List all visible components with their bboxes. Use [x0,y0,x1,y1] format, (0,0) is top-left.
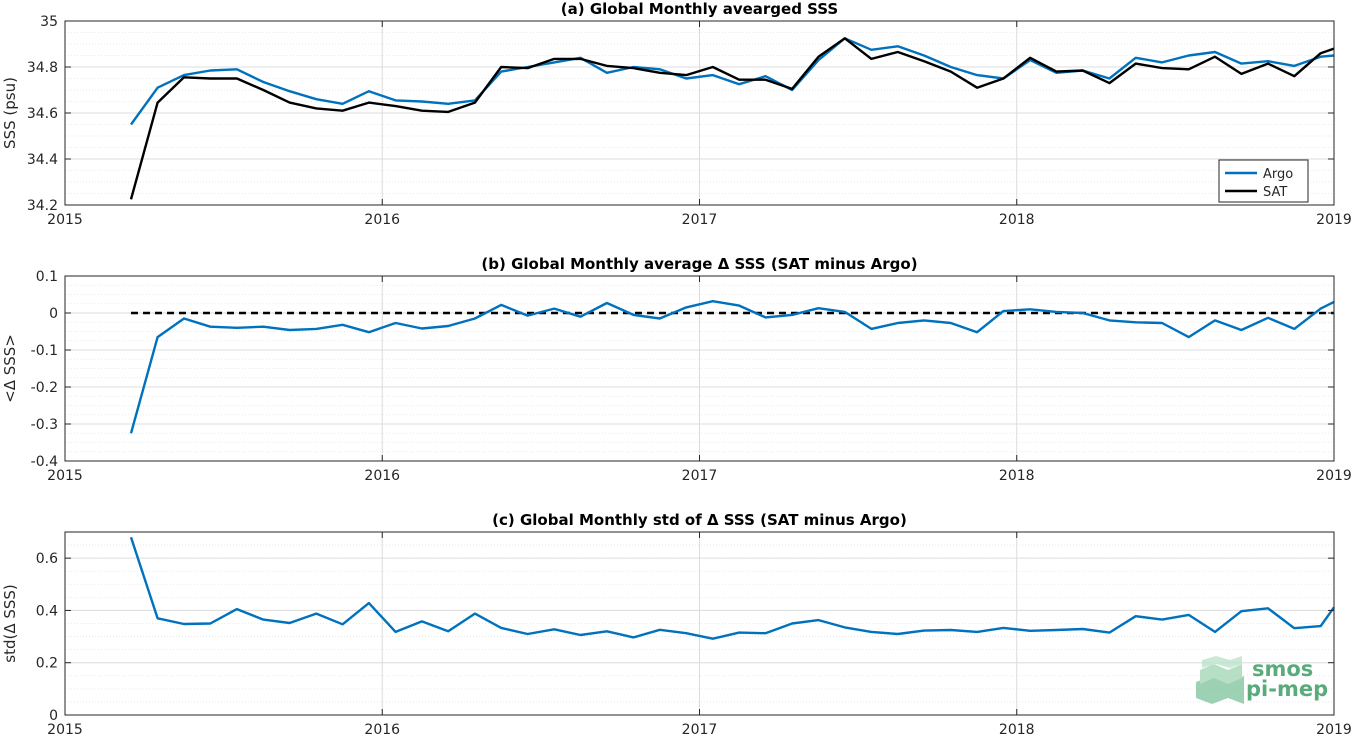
chart-title: (a) Global Monthly avearged SSS [561,0,838,18]
y-tick-label: -0.1 [31,343,58,359]
legend-box [1218,159,1309,203]
series-line-sat [129,37,1335,200]
y-tick-label: 35 [40,14,58,30]
chart-title: (c) Global Monthly std of Δ SSS (SAT min… [492,511,907,529]
x-tick-label: 2018 [999,468,1035,484]
y-tick-label: 0 [49,708,58,724]
y-tick-label: 34.8 [27,60,58,76]
x-tick-label: 2016 [364,722,400,737]
series-line-argo [130,37,1335,126]
y-tick-label: 0.2 [36,656,58,672]
logo-line1: smos [1252,657,1313,681]
series-line-delta-sss [129,300,1335,434]
panel-a: 34.2 34.4 34.6 34.8 35 2015 2016 2017 2018 2019 (a… [1,0,1352,228]
chart-title: (b) Global Monthly average Δ SSS (SAT mi… [481,255,917,273]
x-tick-label: 2018 [999,212,1035,228]
legend-label-argo: Argo [1263,167,1293,182]
y-tick-label: 0.6 [36,551,58,567]
y-tick-label: -0.2 [31,380,58,396]
y-axis-label: SSS (psu) [1,77,19,149]
panel-b: -0.4 -0.3 -0.2 -0.1 0 0.1 2015 2016 2017 2018 2019… [1,255,1352,484]
x-tick-label: 2015 [47,468,83,484]
y-tick-label: 34.4 [27,152,58,168]
logo-line2: pi-mep [1246,677,1328,701]
y-tick-label: -0.4 [31,454,58,470]
logo-wave-icon [1196,656,1244,704]
y-tick-label: 0.4 [36,603,58,619]
series-line-delta-sss [129,536,1335,640]
smos-pi-mep-logo: smos pi-mep [1194,654,1334,710]
x-tick-label: 2017 [682,468,718,484]
x-tick-label: 2017 [682,212,718,228]
x-tick-label: 2018 [999,722,1035,737]
legend: Argo SAT [1218,159,1309,203]
x-tick-label: 2017 [682,722,718,737]
panel-c: 0 0.2 0.4 0.6 2015 2016 2017 2018 2019 (c) Global… [1,511,1352,737]
x-tick-label: 2019 [1316,722,1352,737]
y-tick-label: 0 [49,306,58,322]
legend-label-sat: SAT [1263,185,1287,200]
y-axis-label: std(Δ SSS) [1,584,19,663]
x-tick-label: 2019 [1316,212,1352,228]
y-tick-label: -0.3 [31,417,58,433]
x-tick-label: 2016 [364,212,400,228]
x-tick-label: 2015 [47,722,83,737]
y-tick-label: 34.2 [27,198,58,214]
x-tick-label: 2015 [47,212,83,228]
y-tick-label: 0.1 [36,269,58,285]
x-tick-label: 2016 [364,468,400,484]
y-axis-label: <Δ SSS> [1,334,19,403]
x-tick-label: 2019 [1316,468,1352,484]
y-tick-label: 34.6 [27,106,58,122]
